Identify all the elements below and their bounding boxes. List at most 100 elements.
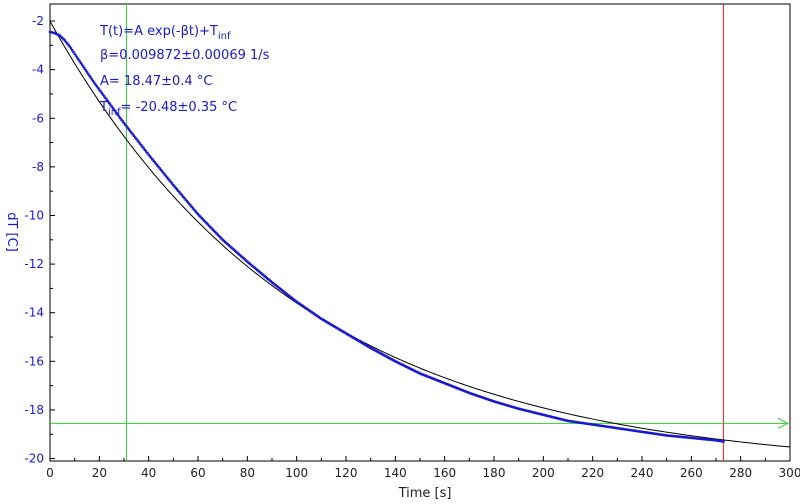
data-point	[175, 188, 179, 191]
data-point	[544, 414, 547, 417]
data-point	[421, 373, 424, 376]
data-point	[707, 438, 710, 441]
x-tick-label: 100	[285, 466, 308, 480]
data-point	[202, 219, 206, 222]
y-axis-title: dT [C]	[4, 212, 19, 252]
data-point	[503, 403, 507, 406]
data-point	[161, 170, 164, 173]
data-point	[404, 364, 407, 368]
data-point	[244, 259, 248, 262]
data-point	[531, 410, 534, 414]
data-point	[168, 179, 171, 182]
cursors[interactable]	[50, 4, 790, 461]
data-point	[683, 436, 687, 439]
y-tick-label: -14	[24, 306, 44, 320]
data-point	[331, 324, 334, 327]
data-point	[153, 161, 157, 164]
data-point	[87, 72, 90, 76]
data-point	[57, 33, 60, 37]
data-point	[426, 375, 429, 378]
x-tick-label: 40	[141, 466, 156, 480]
data-point	[553, 416, 556, 419]
data-point	[300, 303, 303, 307]
data-point	[96, 86, 100, 90]
data-point	[568, 419, 571, 423]
data-point	[114, 110, 117, 113]
data-point	[669, 434, 672, 438]
x-tick-label: 260	[680, 466, 703, 480]
data-point	[341, 329, 344, 333]
data-point	[609, 426, 613, 429]
data-point	[376, 350, 380, 354]
data-point	[51, 31, 54, 34]
data-point	[294, 299, 297, 303]
data-point	[429, 376, 433, 380]
data-point	[186, 201, 190, 204]
data-point	[243, 258, 247, 261]
data-point	[190, 205, 194, 209]
data-point	[672, 435, 676, 438]
data-point	[539, 413, 543, 416]
data-point	[112, 108, 116, 111]
data-point	[249, 263, 253, 266]
data-point	[585, 422, 588, 425]
data-point	[548, 415, 551, 418]
data-point	[580, 421, 583, 425]
data-point	[84, 69, 87, 72]
data-point	[447, 383, 450, 386]
data-point	[589, 422, 592, 426]
data-point	[611, 426, 614, 429]
data-point	[299, 303, 302, 306]
data-point	[151, 158, 154, 161]
data-point	[473, 393, 476, 396]
data-point	[418, 372, 422, 375]
data-point	[115, 111, 118, 115]
data-point	[670, 434, 673, 438]
data-point	[106, 100, 110, 103]
data-point	[222, 239, 226, 243]
data-point	[448, 383, 451, 387]
data-point	[386, 356, 390, 359]
data-point	[110, 105, 113, 108]
data-point	[706, 438, 709, 441]
data-point	[432, 377, 435, 381]
data-point	[263, 274, 266, 278]
data-point	[355, 338, 359, 342]
data-point	[200, 216, 203, 220]
data-point	[111, 106, 115, 110]
x-tick-label: 220	[581, 466, 604, 480]
data-point	[709, 438, 713, 442]
data-point	[681, 435, 684, 439]
data-point	[561, 418, 565, 421]
data-point	[482, 396, 486, 400]
data-point	[206, 223, 210, 226]
data-point	[209, 225, 212, 229]
data-point	[284, 291, 287, 295]
data-point	[506, 404, 509, 407]
data-point	[383, 354, 386, 357]
data-point	[373, 348, 376, 352]
data-point	[296, 301, 300, 304]
data-point	[505, 403, 508, 407]
data-point	[178, 191, 181, 194]
data-point	[427, 375, 430, 379]
data-point	[201, 218, 205, 221]
data-point	[302, 305, 306, 309]
y-tick-label: -18	[24, 403, 44, 417]
data-point	[649, 431, 652, 435]
data-point	[663, 433, 666, 437]
data-point	[279, 287, 282, 291]
data-point	[77, 58, 80, 61]
data-point	[138, 142, 142, 145]
data-point	[238, 253, 242, 257]
x-tick-label: 300	[779, 466, 800, 480]
data-point	[511, 405, 514, 409]
data-point	[180, 194, 184, 197]
data-point	[474, 393, 477, 397]
data-point	[316, 315, 319, 318]
amplitude-text: A= 18.47±0.4 °C	[100, 74, 212, 89]
data-point	[646, 431, 650, 434]
data-point	[690, 436, 693, 440]
data-point	[489, 398, 492, 402]
data-point	[254, 267, 258, 271]
